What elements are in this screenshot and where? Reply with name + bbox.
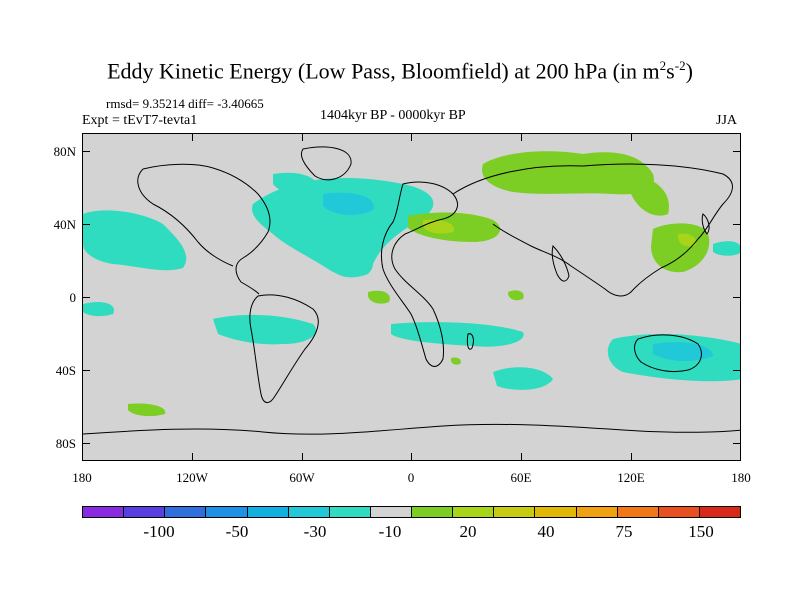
stats-text: rmsd= 9.35214 diff= -3.40665	[106, 96, 264, 111]
region-siberia	[631, 174, 669, 216]
south-america-coast	[249, 294, 319, 403]
colorbar-label: 75	[615, 522, 633, 541]
colorbar-swatch	[370, 507, 412, 517]
positive-anomaly-cores	[423, 219, 697, 247]
colorbar-label: -100	[143, 522, 175, 541]
colorbar-swatch	[658, 507, 700, 517]
colorbar-swatch	[124, 507, 166, 517]
colorbar-swatch	[453, 507, 495, 517]
colorbar-label: -30	[303, 522, 327, 541]
colorbar-swatch	[165, 507, 207, 517]
experiment-label: Expt = tEvT7-tevta1	[82, 113, 198, 128]
region-north-atlantic	[252, 178, 434, 276]
lon-label-0: 0	[407, 470, 415, 485]
greenland-coast	[300, 146, 352, 181]
colorbar-swatch	[617, 507, 659, 517]
map-field	[83, 146, 740, 435]
lon-tick	[631, 133, 632, 141]
colorbar-label: -50	[225, 522, 249, 541]
region-east-asia	[651, 223, 710, 273]
region-west-north-atlantic	[273, 172, 319, 198]
region-africa-equator	[508, 290, 524, 301]
asia-coast	[452, 163, 733, 297]
north-america-coast	[137, 163, 271, 295]
positive-anomaly-regions	[128, 151, 710, 417]
colorbar-swatch	[329, 507, 371, 517]
japan-coast	[701, 213, 710, 235]
region-central-atlantic	[323, 234, 373, 278]
india-coast	[551, 245, 570, 282]
lon-tick	[302, 133, 303, 141]
colorbar-swatch	[699, 507, 740, 517]
region-eurasia	[482, 151, 654, 195]
negative-anomaly-cores	[323, 192, 713, 362]
region-mediterranean	[408, 212, 501, 242]
region-south-indian	[451, 357, 461, 365]
region-east-pacific	[83, 302, 114, 317]
lon-label-60e: 60E	[510, 470, 532, 485]
lat-label-eq: 0	[69, 290, 77, 305]
colorbar-swatch	[206, 507, 248, 517]
lon-tick	[411, 133, 412, 141]
lon-tick	[192, 453, 193, 461]
period-label: 1404kyr BP - 0000kyr BP	[320, 108, 466, 123]
region-north-pacific-east	[143, 233, 183, 265]
lon-tick	[302, 453, 303, 461]
europe-africa-coast	[380, 181, 458, 367]
region-south-atlantic	[391, 322, 524, 347]
australia-coast	[634, 334, 702, 373]
coastlines	[83, 146, 740, 435]
lat-tick	[82, 443, 90, 444]
lat-tick	[82, 297, 90, 298]
lon-tick	[192, 133, 193, 141]
season-label: JJA	[716, 113, 738, 128]
colorbar-label: -10	[378, 522, 402, 541]
colorbar	[82, 506, 741, 518]
region-south-pacific-small	[128, 403, 166, 417]
lat-tick	[733, 224, 741, 225]
colorbar-swatch	[576, 507, 618, 517]
region-north-pacific-west	[713, 241, 740, 256]
region-indian-ocean	[493, 367, 553, 390]
madagascar-coast	[466, 333, 474, 350]
lat-tick	[733, 151, 741, 152]
colorbar-swatch	[247, 507, 289, 517]
lon-label-180w: 180	[72, 470, 92, 485]
colorbar-swatch	[535, 507, 577, 517]
lat-tick	[82, 224, 90, 225]
lon-tick	[411, 453, 412, 461]
lat-tick	[82, 370, 90, 371]
colorbar-label: 150	[688, 522, 714, 541]
lon-label-60w: 60W	[289, 470, 315, 485]
region-equatorial-atlantic	[368, 290, 390, 304]
lon-tick	[521, 133, 522, 141]
antarctica-coast	[83, 423, 740, 435]
colorbar-swatch	[494, 507, 536, 517]
figure-title: Eddy Kinetic Energy (Low Pass, Bloomfiel…	[107, 58, 693, 84]
lat-label-80s: 80S	[55, 436, 76, 451]
map-panel	[82, 133, 741, 461]
lat-label-40n: 40N	[53, 217, 76, 232]
colorbar-swatch	[412, 507, 454, 517]
lat-label-40s: 40S	[55, 363, 76, 378]
lon-label-120e: 120E	[617, 470, 645, 485]
lat-tick	[733, 297, 741, 298]
lat-label-80n: 80N	[53, 144, 76, 159]
region-south-pacific	[213, 314, 317, 345]
lon-label-180e: 180	[731, 470, 751, 485]
lon-label-120w: 120W	[176, 470, 208, 485]
colorbar-label: 40	[537, 522, 555, 541]
colorbar-swatch	[288, 507, 330, 517]
lat-tick	[733, 443, 741, 444]
colorbar-label: 20	[459, 522, 477, 541]
lat-tick	[733, 370, 741, 371]
lon-tick	[521, 453, 522, 461]
lat-tick	[82, 151, 90, 152]
colorbar-swatch	[83, 507, 125, 517]
lon-tick	[631, 453, 632, 461]
